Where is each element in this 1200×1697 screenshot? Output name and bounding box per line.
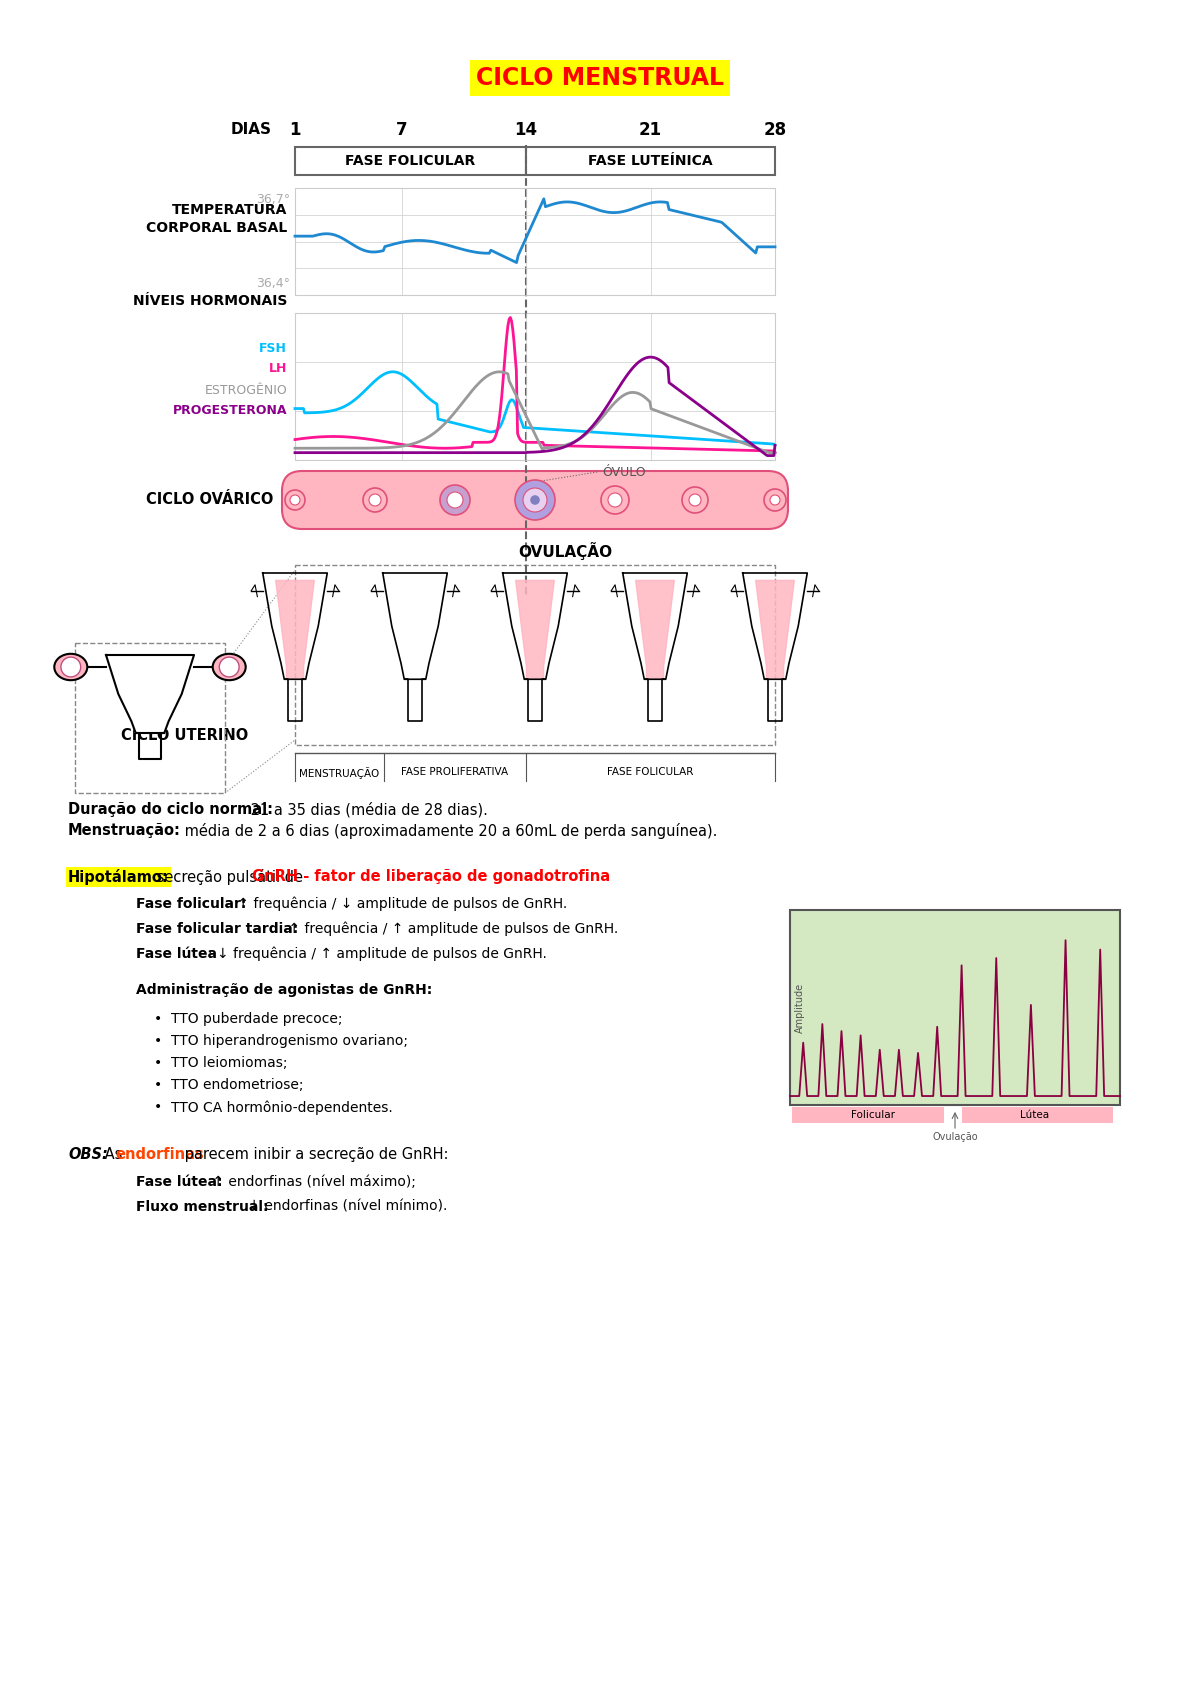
Bar — [295, 312, 775, 460]
Text: •: • — [154, 1056, 162, 1071]
Circle shape — [682, 487, 708, 512]
Text: Folicular: Folicular — [851, 1110, 894, 1120]
Text: ↑ frequência / ↓ amplitude de pulsos de GnRH.: ↑ frequência / ↓ amplitude de pulsos de … — [233, 896, 568, 911]
Polygon shape — [106, 655, 194, 733]
Text: CICLO MENSTRUAL: CICLO MENSTRUAL — [476, 66, 724, 90]
Text: FSH: FSH — [259, 341, 287, 355]
Text: Hipotálamo:: Hipotálamo: — [68, 869, 169, 886]
Text: 36,4°: 36,4° — [256, 277, 290, 290]
Circle shape — [370, 494, 382, 506]
Text: 21 a 35 dias (média de 28 dias).: 21 a 35 dias (média de 28 dias). — [246, 803, 488, 818]
Text: DIAS: DIAS — [230, 122, 272, 137]
Bar — [790, 910, 1120, 1105]
Circle shape — [220, 657, 239, 677]
Text: OBS:: OBS: — [68, 1147, 108, 1162]
Text: TTO endometriose;: TTO endometriose; — [172, 1078, 304, 1093]
Polygon shape — [118, 655, 182, 733]
Circle shape — [523, 489, 547, 512]
Text: As: As — [100, 1147, 127, 1162]
Text: Fase lútea: Fase lútea — [136, 947, 217, 961]
Circle shape — [530, 496, 540, 504]
Circle shape — [61, 657, 80, 677]
Text: TEMPERATURA: TEMPERATURA — [172, 204, 287, 217]
Text: Duração do ciclo normal:: Duração do ciclo normal: — [68, 803, 274, 816]
Polygon shape — [276, 580, 314, 679]
Circle shape — [608, 494, 622, 507]
Text: CICLO OVÁRICO: CICLO OVÁRICO — [146, 492, 274, 507]
Bar — [295, 188, 775, 295]
Text: OVULAÇÃO: OVULAÇÃO — [518, 541, 612, 560]
Bar — [74, 643, 226, 792]
Circle shape — [689, 494, 701, 506]
Text: 21: 21 — [638, 120, 662, 139]
Text: MENSTRUAÇÃO: MENSTRUAÇÃO — [299, 767, 379, 779]
Text: : ↓ frequência / ↑ amplitude de pulsos de GnRH.: : ↓ frequência / ↑ amplitude de pulsos d… — [208, 947, 547, 962]
Polygon shape — [756, 580, 794, 679]
Text: secreção pulsátil de: secreção pulsátil de — [152, 869, 307, 886]
Text: GnRH - fator de liberação de gonadotrofina: GnRH - fator de liberação de gonadotrofi… — [252, 869, 610, 884]
Circle shape — [446, 492, 463, 507]
Ellipse shape — [54, 653, 88, 680]
Text: 14: 14 — [515, 120, 538, 139]
Text: Fase folicular tardia:: Fase folicular tardia: — [136, 921, 299, 935]
Text: CICLO UTERINO: CICLO UTERINO — [121, 728, 248, 743]
Text: •: • — [154, 1078, 162, 1093]
Bar — [295, 565, 775, 745]
Circle shape — [290, 496, 300, 506]
Text: Menstruação:: Menstruação: — [68, 823, 181, 838]
Circle shape — [515, 480, 554, 519]
Text: NÍVEIS HORMONAIS: NÍVEIS HORMONAIS — [133, 294, 287, 307]
Bar — [792, 1106, 943, 1123]
Text: 36,7°: 36,7° — [256, 193, 290, 207]
Circle shape — [364, 489, 386, 512]
Text: TTO CA hormônio-dependentes.: TTO CA hormônio-dependentes. — [172, 1100, 392, 1115]
Text: TTO puberdade precoce;: TTO puberdade precoce; — [172, 1011, 342, 1027]
Bar — [526, 148, 775, 175]
Text: Fluxo menstrual:: Fluxo menstrual: — [136, 1200, 269, 1213]
Text: 7: 7 — [396, 120, 408, 139]
Circle shape — [440, 485, 470, 514]
Circle shape — [286, 490, 305, 511]
Text: •: • — [154, 1033, 162, 1049]
Text: endorfinas: endorfinas — [115, 1147, 204, 1162]
Bar — [961, 1106, 1114, 1123]
Text: ESTROGÊNIO: ESTROGÊNIO — [204, 385, 287, 397]
Text: Fase folicular:: Fase folicular: — [136, 896, 246, 911]
Circle shape — [764, 489, 786, 511]
Text: ↑ frequência / ↑ amplitude de pulsos de GnRH.: ↑ frequência / ↑ amplitude de pulsos de … — [284, 921, 618, 937]
Text: PROGESTERONA: PROGESTERONA — [173, 404, 287, 417]
Text: Amplitude: Amplitude — [796, 983, 805, 1032]
Text: FASE FOLICULAR: FASE FOLICULAR — [346, 154, 475, 168]
Polygon shape — [636, 580, 674, 679]
Text: •: • — [154, 1011, 162, 1027]
FancyBboxPatch shape — [282, 472, 788, 529]
Text: FASE FOLICULAR: FASE FOLICULAR — [607, 767, 694, 777]
Bar — [295, 148, 526, 175]
Text: FASE LUTEÍNICA: FASE LUTEÍNICA — [588, 154, 713, 168]
Circle shape — [770, 496, 780, 506]
Text: Lútea: Lútea — [1020, 1110, 1049, 1120]
Ellipse shape — [212, 653, 246, 680]
Polygon shape — [516, 580, 554, 679]
Circle shape — [601, 485, 629, 514]
Text: CORPORAL BASAL: CORPORAL BASAL — [145, 221, 287, 234]
Text: ↑ endorfinas (nível máximo);: ↑ endorfinas (nível máximo); — [208, 1174, 416, 1190]
Text: •: • — [154, 1100, 162, 1115]
Text: ÓVULO: ÓVULO — [602, 465, 646, 479]
Text: média de 2 a 6 dias (aproximadamente 20 a 60mL de perda sanguínea).: média de 2 a 6 dias (aproximadamente 20 … — [180, 823, 718, 838]
Text: ↓ endorfinas (nível mínimo).: ↓ endorfinas (nível mínimo). — [244, 1200, 448, 1213]
Text: TTO leiomiomas;: TTO leiomiomas; — [172, 1056, 288, 1071]
Text: Fase lútea:: Fase lútea: — [136, 1174, 222, 1190]
Text: parecem inibir a secreção de GnRH:: parecem inibir a secreção de GnRH: — [180, 1147, 449, 1162]
Text: FASE PROLIFERATIVA: FASE PROLIFERATIVA — [402, 767, 509, 777]
Text: 1: 1 — [289, 120, 301, 139]
Text: Ovulação: Ovulação — [932, 1132, 978, 1142]
Text: LH: LH — [269, 361, 287, 375]
Text: 28: 28 — [763, 120, 786, 139]
Text: Administração de agonistas de GnRH:: Administração de agonistas de GnRH: — [136, 983, 432, 996]
Text: TTO hiperandrogenismo ovariano;: TTO hiperandrogenismo ovariano; — [172, 1033, 408, 1049]
